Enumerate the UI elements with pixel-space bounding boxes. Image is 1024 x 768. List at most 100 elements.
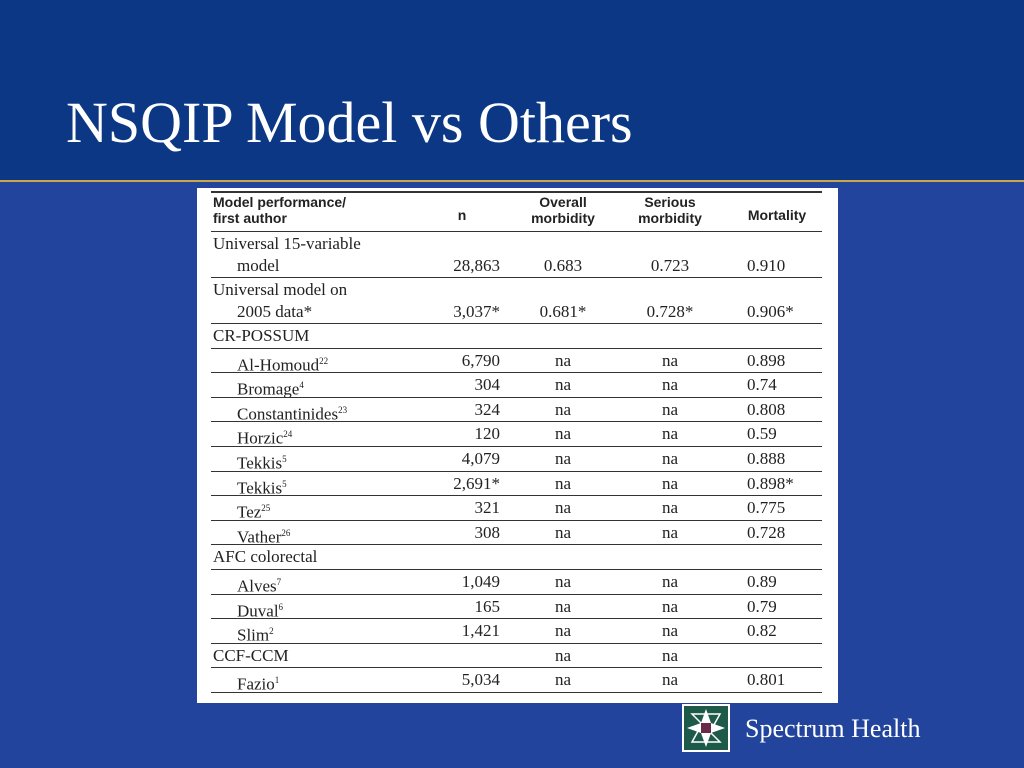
reference: 7 <box>276 577 282 587</box>
table-cell: 4,079 <box>461 449 500 468</box>
reference: 23 <box>338 404 348 415</box>
row-label: Universal 15-variable <box>213 234 361 253</box>
table-cell: 0.898 <box>747 350 786 370</box>
row-label: CR-POSSUM <box>213 326 310 345</box>
table-cell: na <box>554 621 572 641</box>
table-cell: na <box>554 424 572 444</box>
row-label: Alves7 <box>237 576 282 596</box>
row-rule <box>211 471 822 472</box>
reference: 26 <box>281 527 291 538</box>
table-cell: 120 <box>474 424 501 444</box>
row-rule <box>211 191 822 193</box>
table-cell: 0.910 <box>747 256 786 275</box>
row-rule <box>211 618 822 619</box>
logo-icon <box>682 704 730 752</box>
table-cell: 0.728 <box>747 522 786 542</box>
table-cell: na <box>661 473 679 493</box>
table-cell: 0.723 <box>650 256 690 275</box>
row-rule <box>211 569 822 570</box>
row-label: Slim2 <box>237 625 274 645</box>
table-cell: 0.683 <box>543 256 583 275</box>
brand-name: Spectrum Health <box>745 714 921 743</box>
table-cell: na <box>554 572 572 591</box>
table-cell: 3,037* <box>453 302 500 321</box>
table-cell: 6,790 <box>461 350 500 370</box>
table-cell: 321 <box>474 498 501 518</box>
column-header: morbidity <box>638 210 702 226</box>
column-header: n <box>457 207 467 223</box>
column-header: Mortality <box>747 207 807 223</box>
reference: 24 <box>283 429 293 440</box>
table-cell: 0.79 <box>747 596 777 616</box>
row-rule <box>211 692 822 693</box>
table-cell: 2,691* <box>453 473 500 493</box>
row-label: Universal model on <box>213 280 348 299</box>
row-label: Duval6 <box>237 601 284 621</box>
table-cell: 165 <box>474 596 501 616</box>
table-cell: na <box>554 399 572 419</box>
column-header: morbidity <box>531 210 595 226</box>
table-cell: 28,863 <box>453 256 500 275</box>
table: Model performance/first author n Overall mo… <box>197 188 838 703</box>
table-cell: 1,421 <box>461 621 500 641</box>
row-rule <box>211 544 822 545</box>
table-cell: 0.728* <box>646 302 694 321</box>
table-cell: na <box>661 498 679 518</box>
row-label: Bromage4 <box>237 379 304 399</box>
reference: 25 <box>261 503 271 514</box>
row-label: Tekkis5 <box>237 478 287 498</box>
slide-title: NSQIP Model vs Others <box>66 90 633 155</box>
table-cell: na <box>554 645 572 665</box>
row-rule <box>211 323 822 324</box>
table-cell: na <box>661 621 679 641</box>
table-cell: 304 <box>474 375 501 395</box>
reference: 6 <box>278 601 284 612</box>
row-rule <box>211 643 822 644</box>
table-cell: na <box>554 449 572 468</box>
reference: 5 <box>282 478 287 489</box>
table-cell: na <box>661 596 679 616</box>
table-cell: 0.801 <box>747 670 786 690</box>
table-cell: 324 <box>474 399 501 419</box>
reference: 22 <box>319 355 329 366</box>
table-cell: na <box>661 424 679 444</box>
column-header: Serious <box>644 194 696 210</box>
table-cell: 0.59 <box>747 424 777 444</box>
row-rule <box>211 372 822 373</box>
table-cell: 0.775 <box>747 498 786 518</box>
table-cell: na <box>661 522 679 542</box>
table-cell: 308 <box>474 522 501 542</box>
table-cell: na <box>554 473 572 493</box>
row-rule <box>211 446 822 447</box>
column-header: Overall <box>539 194 587 210</box>
row-label: Tekkis5 <box>237 453 287 473</box>
table-cell: na <box>661 670 679 690</box>
table-cell: 0.89 <box>747 572 777 591</box>
row-rule <box>211 594 822 595</box>
row-label: model <box>237 256 280 275</box>
row-rule <box>211 277 822 278</box>
row-rule <box>211 397 822 398</box>
row-label: Horzic24 <box>237 429 293 449</box>
reference: 1 <box>274 675 280 686</box>
row-label: Fazio1 <box>237 675 280 695</box>
row-rule <box>211 667 822 668</box>
table-cell: na <box>661 375 679 395</box>
table-cell: 5,034 <box>461 670 500 690</box>
table-cell: na <box>661 645 679 665</box>
row-rule <box>211 231 822 232</box>
table-cell: na <box>661 572 679 591</box>
table-cell: na <box>661 350 679 370</box>
table-cell: 0.898* <box>747 473 794 493</box>
row-label: Vather26 <box>237 527 291 547</box>
table-cell: na <box>661 399 679 419</box>
table-cell: na <box>554 498 572 518</box>
table-cell: na <box>554 375 572 395</box>
table-cell: na <box>661 449 679 468</box>
row-label: AFC colorectal <box>213 547 318 567</box>
row-rule <box>211 421 822 422</box>
table-cell: 0.82 <box>747 621 777 641</box>
title-bar <box>0 0 1024 182</box>
table-cell: na <box>554 670 572 690</box>
